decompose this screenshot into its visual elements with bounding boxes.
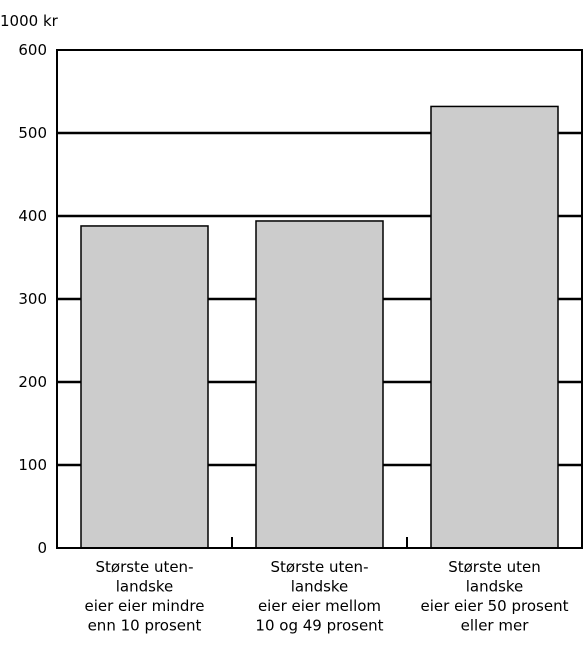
x-category-label-line: enn 10 prosent [88, 617, 202, 635]
x-category-label: Største uten landske eier eier 50 prosent e… [421, 558, 569, 635]
x-category-label-line: Største uten- [96, 558, 194, 576]
x-category-label: Største uten-landske eier eier mindre enn … [85, 558, 205, 635]
x-category-label-line: landske [466, 578, 524, 596]
y-tick-label: 300 [18, 290, 47, 308]
x-category-label-line: eier eier mindre [85, 597, 205, 615]
x-category-label-line: eier eier 50 prosent [421, 597, 569, 615]
x-category-label-line: eller mer [461, 617, 530, 635]
y-tick-label: 0 [37, 539, 47, 557]
y-tick-label: 100 [18, 456, 47, 474]
x-category-labels: Største uten-landske eier eier mindre enn … [85, 558, 569, 635]
x-category-label-line: 10 og 49 prosent [255, 617, 383, 635]
x-category-label-line: Største uten [448, 558, 541, 576]
x-category-label: Største uten-landske eier eier mellom 10 o… [255, 558, 383, 635]
x-category-label-line: Største uten- [271, 558, 369, 576]
y-tick-label: 500 [18, 124, 47, 142]
y-tick-label: 400 [18, 207, 47, 225]
y-tick-label: 200 [18, 373, 47, 391]
bar [255, 220, 384, 549]
y-tick-label: 600 [18, 41, 47, 59]
y-tick-labels: 0 100 200 300 400 500 600 [18, 41, 47, 557]
bar [430, 105, 559, 549]
bars [80, 105, 559, 549]
y-unit-label: 1000 kr [0, 12, 59, 30]
x-category-label-line: landske [116, 578, 174, 596]
x-category-label-line: eier eier mellom [258, 597, 381, 615]
bar [80, 225, 209, 549]
x-category-label-line: landske [291, 578, 349, 596]
x-tick-marks [231, 537, 408, 548]
plot-frame [56, 49, 583, 549]
